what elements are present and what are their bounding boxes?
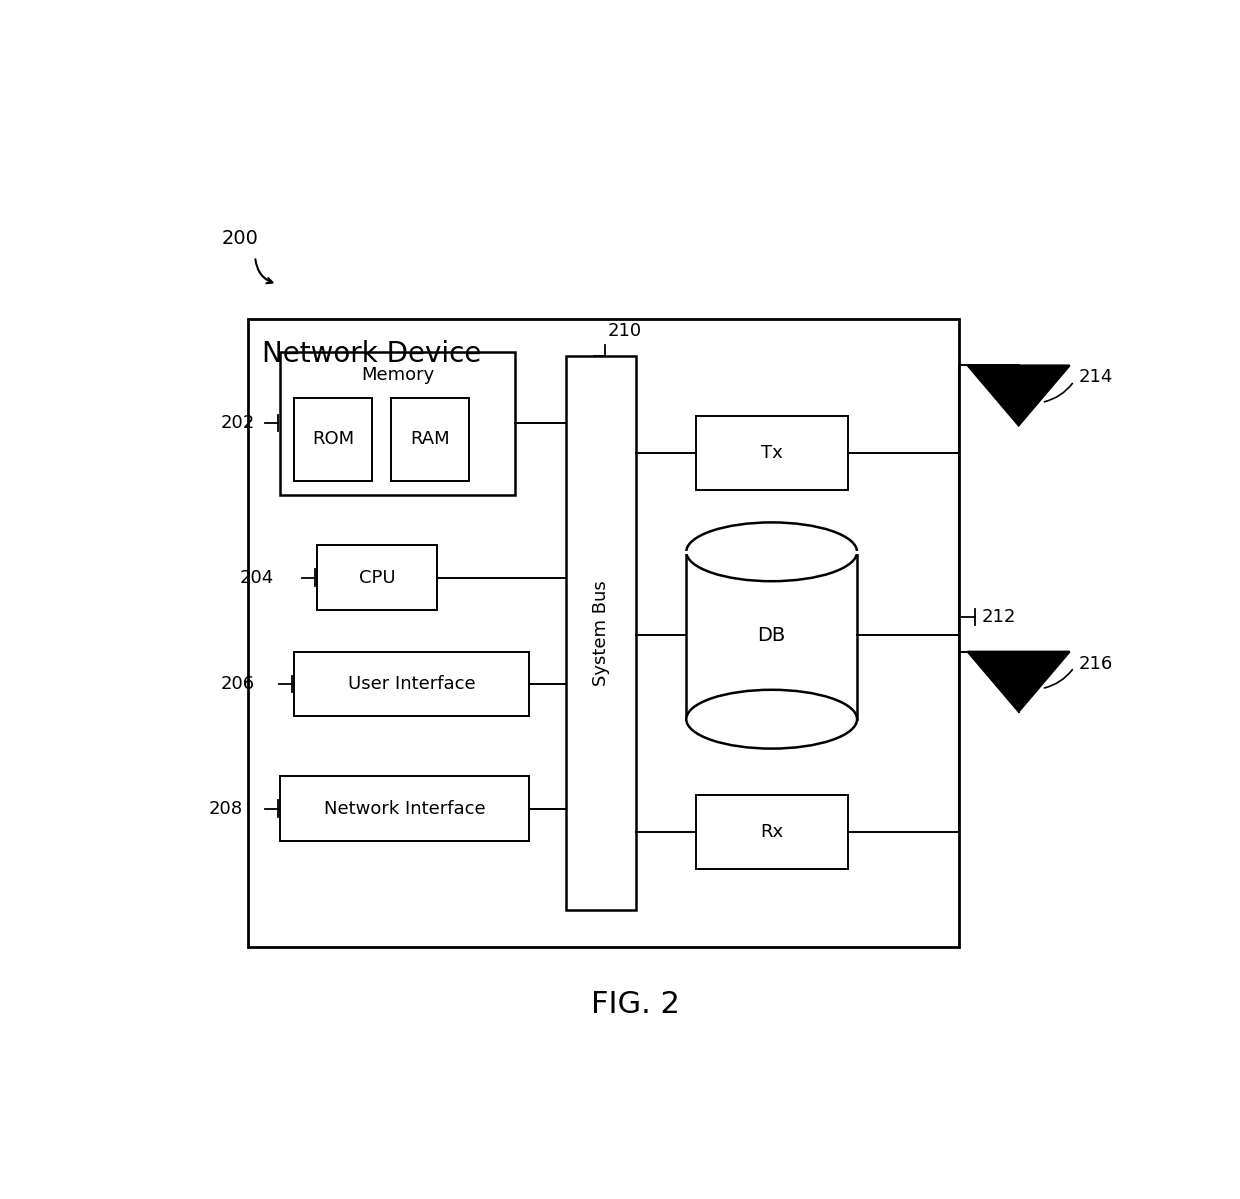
Text: Network Interface: Network Interface	[324, 800, 486, 818]
Bar	[248, 319, 959, 947]
Text: Memory: Memory	[361, 367, 434, 385]
Text: 214: 214	[1079, 368, 1114, 386]
Text: 208: 208	[210, 800, 243, 818]
Text: 204: 204	[239, 568, 274, 586]
Text: 216: 216	[1079, 655, 1114, 673]
Ellipse shape	[686, 689, 857, 748]
Polygon shape	[967, 652, 1070, 712]
Text: System Bus: System Bus	[591, 580, 610, 686]
Bar	[696, 795, 848, 868]
Text: 200: 200	[222, 229, 259, 247]
Bar	[294, 652, 529, 716]
Bar	[294, 398, 372, 481]
Bar	[391, 398, 469, 481]
Text: Tx: Tx	[761, 444, 782, 462]
Bar	[567, 356, 635, 910]
Bar	[317, 546, 436, 610]
Text: Rx: Rx	[760, 823, 784, 840]
Text: 206: 206	[221, 675, 255, 693]
Bar	[696, 416, 848, 490]
Text: 212: 212	[982, 608, 1016, 626]
Text: 210: 210	[608, 321, 642, 339]
Text: CPU: CPU	[358, 568, 396, 586]
Text: 202: 202	[221, 414, 255, 432]
Polygon shape	[967, 366, 1070, 426]
Text: Network Device: Network Device	[262, 339, 481, 368]
Bar	[280, 351, 516, 495]
Ellipse shape	[686, 523, 857, 582]
Text: ROM: ROM	[312, 430, 355, 448]
Text: User Interface: User Interface	[347, 675, 475, 693]
Text: FIG. 2: FIG. 2	[591, 990, 680, 1019]
Bar	[280, 776, 529, 840]
Bar	[686, 552, 857, 719]
Text: RAM: RAM	[410, 430, 450, 448]
Text: DB: DB	[758, 626, 786, 645]
